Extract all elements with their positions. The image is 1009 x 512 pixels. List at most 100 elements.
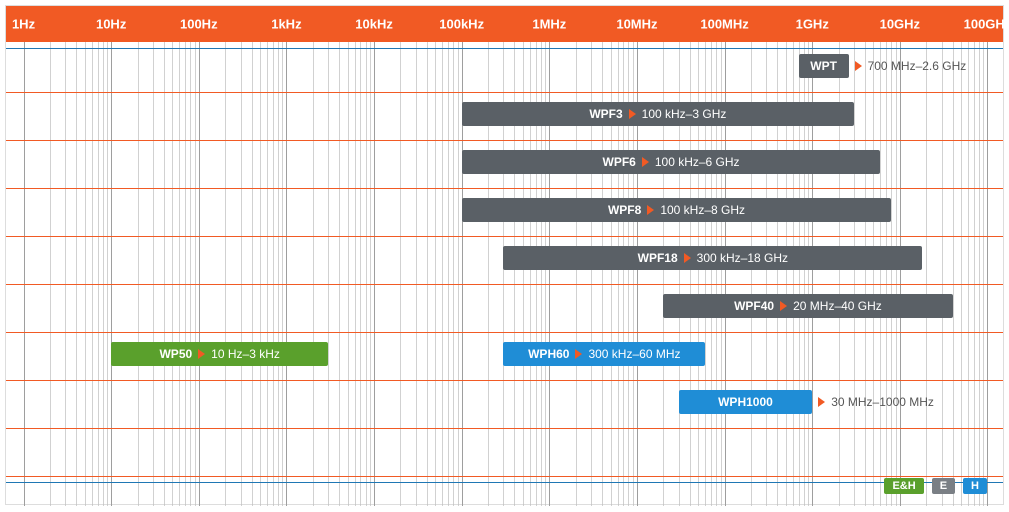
legend-item: E	[932, 478, 955, 494]
grid-minor	[896, 42, 897, 506]
arrow-icon	[855, 61, 862, 71]
arrow-icon	[780, 301, 787, 311]
hline	[6, 188, 1003, 189]
grid-minor	[979, 42, 980, 506]
frequency-axis: 1Hz10Hz100Hz1kHz10kHz100kHz1MHz10MHz100M…	[6, 6, 1003, 42]
grid-minor	[891, 42, 892, 506]
hline	[6, 92, 1003, 93]
arrow-icon	[647, 205, 654, 215]
grid-minor	[282, 42, 283, 506]
bar-name: WPF3	[589, 107, 622, 121]
bar-range: 300 kHz–60 MHz	[588, 347, 680, 361]
arrow-icon	[642, 157, 649, 167]
legend-item: H	[963, 478, 987, 494]
grid-minor	[873, 42, 874, 506]
bar-name: WPH1000	[718, 395, 773, 409]
hline	[6, 140, 1003, 141]
axis-tick: 1kHz	[271, 17, 301, 32]
grid-minor	[854, 42, 855, 506]
grid-minor	[416, 42, 417, 506]
grid-major	[374, 42, 375, 506]
plot-area: WPT700 MHz–2.6 GHzWPF3100 kHz–3 GHzWPF61…	[6, 42, 1003, 506]
bar-name: WP50	[159, 347, 192, 361]
grid-minor	[138, 42, 139, 506]
grid-minor	[328, 42, 329, 506]
grid-major	[286, 42, 287, 506]
bar-range: 700 MHz–2.6 GHz	[868, 59, 967, 73]
arrow-icon	[818, 397, 825, 407]
grid-major	[900, 42, 901, 506]
range-bar-wpt: WPT	[799, 54, 849, 78]
grid-minor	[313, 42, 314, 506]
bar-range: 30 MHz–1000 MHz	[831, 395, 934, 409]
hline	[6, 428, 1003, 429]
grid-minor	[427, 42, 428, 506]
arrow-icon	[684, 253, 691, 263]
grid-minor	[65, 42, 66, 506]
axis-tick: 100MHz	[700, 17, 748, 32]
grid-minor	[926, 42, 927, 506]
grid-minor	[267, 42, 268, 506]
hline	[6, 332, 1003, 333]
axis-tick: 1GHz	[796, 17, 829, 32]
axis-tick: 100GHz	[964, 17, 1009, 32]
grid-minor	[172, 42, 173, 506]
grid-minor	[453, 42, 454, 506]
arrow-icon	[575, 349, 582, 359]
legend-item: E&H	[884, 478, 923, 494]
grid-minor	[348, 42, 349, 506]
axis-tick: 1MHz	[532, 17, 566, 32]
grid-minor	[865, 42, 866, 506]
hline-bottom	[6, 482, 1003, 483]
axis-tick: 1Hz	[12, 17, 35, 32]
bar-side-label: 30 MHz–1000 MHz	[818, 390, 934, 414]
grid-minor	[448, 42, 449, 506]
hline-top	[6, 48, 1003, 49]
grid-minor	[983, 42, 984, 506]
grid-major	[199, 42, 200, 506]
range-bar-wpf3: WPF3 100 kHz–3 GHz	[462, 102, 854, 126]
bar-range: 100 kHz–8 GHz	[660, 203, 745, 217]
axis-tick: 10GHz	[880, 17, 920, 32]
grid-minor	[961, 42, 962, 506]
axis-tick: 10Hz	[96, 17, 126, 32]
range-bar-wph1000: WPH1000	[679, 390, 812, 414]
bar-range: 300 kHz–18 GHz	[697, 251, 788, 265]
grid-minor	[880, 42, 881, 506]
range-bar-wph60: WPH60 300 kHz–60 MHz	[503, 342, 705, 366]
axis-tick: 100kHz	[439, 17, 484, 32]
grid-minor	[442, 42, 443, 506]
grid-major	[987, 42, 988, 506]
bar-name: WPF18	[638, 251, 678, 265]
grid-minor	[360, 42, 361, 506]
bar-range: 10 Hz–3 kHz	[211, 347, 280, 361]
grid-minor	[85, 42, 86, 506]
bar-name: WPT	[810, 59, 837, 73]
bar-name: WPF8	[608, 203, 641, 217]
grid-minor	[225, 42, 226, 506]
bar-range: 100 kHz–3 GHz	[642, 107, 727, 121]
grid-minor	[435, 42, 436, 506]
bar-range: 100 kHz–6 GHz	[655, 155, 740, 169]
grid-minor	[164, 42, 165, 506]
bar-name: WPH60	[528, 347, 569, 361]
hline	[6, 236, 1003, 237]
grid-minor	[50, 42, 51, 506]
grid-minor	[260, 42, 261, 506]
legend: E&H EH	[884, 478, 987, 494]
grid-minor	[370, 42, 371, 506]
grid-minor	[366, 42, 367, 506]
grid-minor	[886, 42, 887, 506]
arrow-icon	[198, 349, 205, 359]
grid-minor	[252, 42, 253, 506]
bar-range: 20 MHz–40 GHz	[793, 299, 882, 313]
grid-minor	[92, 42, 93, 506]
grid-minor	[241, 42, 242, 506]
grid-minor	[98, 42, 99, 506]
hline	[6, 476, 1003, 477]
grid-minor	[974, 42, 975, 506]
range-bar-wpf40: WPF4020 MHz–40 GHz	[663, 294, 952, 318]
arrow-icon	[629, 109, 636, 119]
hline	[6, 284, 1003, 285]
grid-major	[111, 42, 112, 506]
